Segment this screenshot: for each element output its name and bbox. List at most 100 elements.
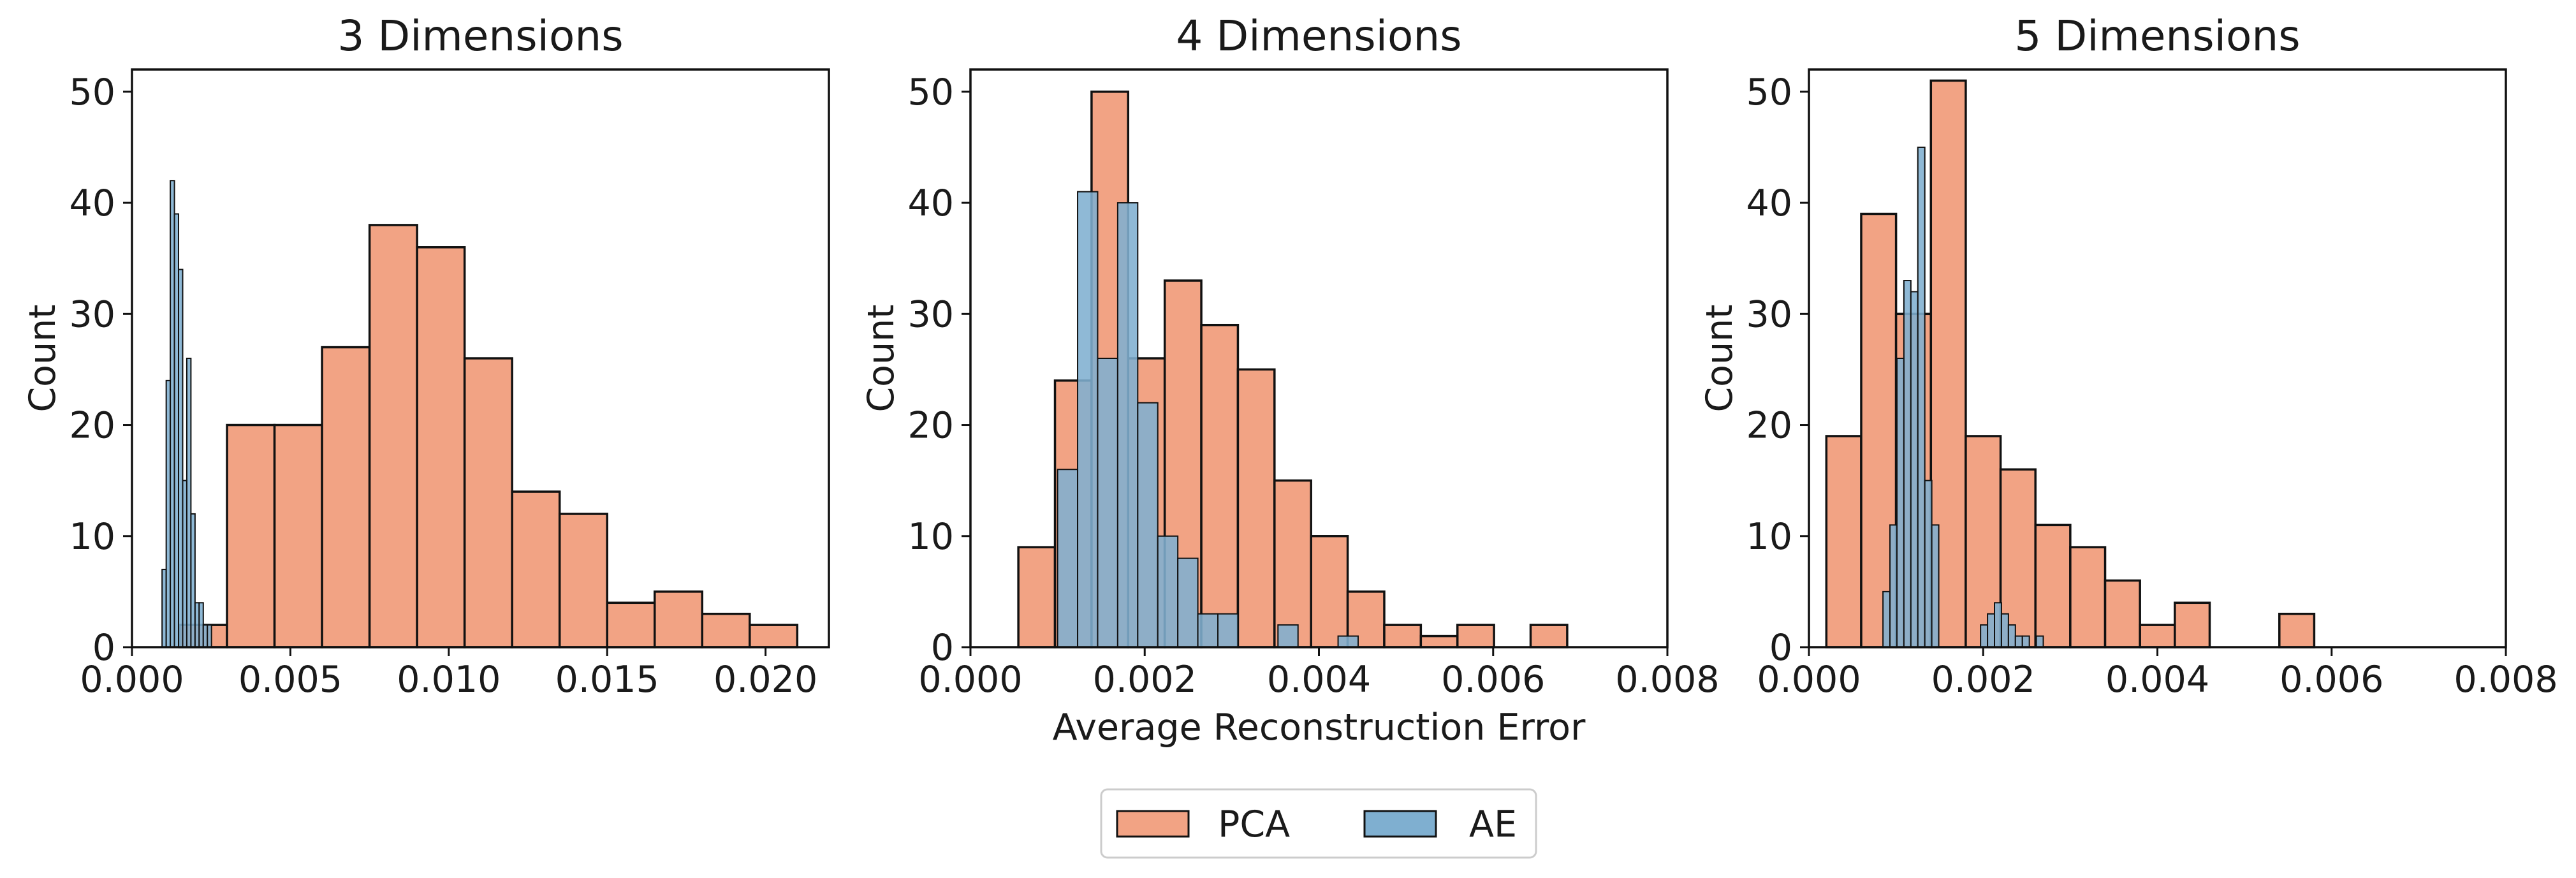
x-tick-label: 0.002 — [1931, 659, 2035, 701]
y-axis-label: Count — [860, 304, 902, 412]
y-tick-label: 10 — [907, 516, 954, 558]
legend-label-ae: AE — [1469, 803, 1517, 845]
panel-2: 0.000 0.002 0.004 0.006 0.008 0 10 20 30 40 50 4 Di… — [860, 11, 1720, 749]
bar-ae — [2021, 635, 2030, 648]
y-tick-label: 30 — [69, 293, 115, 335]
legend-swatch-ae — [1363, 810, 1437, 838]
bar-pca — [749, 624, 799, 648]
x-tick-label: 0.004 — [2105, 659, 2209, 701]
bar-pca — [273, 423, 323, 648]
y-tick-label: 40 — [69, 182, 115, 224]
bar-ae — [1994, 602, 2002, 648]
bar-pca — [2278, 612, 2316, 648]
bar-pca — [2104, 579, 2141, 648]
bar-ae — [1097, 358, 1118, 648]
bar-pca — [1419, 634, 1459, 648]
y-tick-label: 0 — [92, 627, 115, 669]
y-tick-label: 50 — [1746, 71, 1792, 113]
plot-frame — [131, 68, 830, 648]
x-tick-label: 0.004 — [1267, 659, 1371, 701]
x-tick-label: 0.020 — [714, 659, 817, 701]
bar-ae — [1277, 624, 1299, 648]
y-tick-label: 20 — [907, 405, 954, 447]
chart-title: 3 Dimensions — [337, 11, 623, 61]
bar-pca — [511, 490, 561, 648]
bar-ae — [2014, 635, 2023, 648]
bar-pca — [558, 513, 608, 648]
series-ae — [1882, 146, 2044, 648]
series-pca — [178, 224, 799, 648]
x-tick-label: 0.008 — [2454, 659, 2558, 701]
bar-pca — [463, 357, 513, 648]
bar-ae — [1337, 635, 1359, 648]
y-tick-label: 10 — [69, 516, 115, 558]
y-tick-label: 30 — [907, 293, 954, 335]
bar-ae — [1931, 524, 1940, 648]
chart-title: 5 Dimensions — [2014, 11, 2300, 61]
y-tick-label: 50 — [907, 71, 954, 113]
bar-ae — [1889, 524, 1898, 648]
bar-ae — [1980, 624, 1989, 648]
x-tick-label: 0.000 — [80, 659, 184, 701]
y-tick-label: 20 — [1746, 405, 1792, 447]
bar-ae — [1157, 535, 1179, 648]
y-tick-label: 0 — [1769, 627, 1792, 669]
bar-pca — [1273, 479, 1312, 648]
bar-pca — [368, 224, 418, 648]
legend-frame — [1100, 788, 1537, 859]
bar-pca — [701, 612, 751, 648]
x-tick-label: 0.006 — [1441, 659, 1545, 701]
y-tick-label: 40 — [907, 182, 954, 224]
bar-ae — [207, 624, 212, 648]
bar-ae — [1137, 402, 1159, 648]
bar-pca — [416, 246, 466, 648]
series-ae — [161, 180, 212, 648]
bar-ae — [1197, 613, 1219, 648]
bar-ae — [1116, 202, 1139, 648]
y-tick-label: 50 — [69, 71, 115, 113]
bar-pca — [2034, 523, 2072, 648]
x-tick-label: 0.000 — [1757, 659, 1861, 701]
y-tick-label: 30 — [1746, 293, 1792, 335]
y-tick-label: 0 — [931, 627, 954, 669]
panel-1: 0.000 0.005 0.010 0.015 0.020 0 10 20 30 40 50 3 Di… — [22, 11, 830, 701]
chart-title: 4 Dimensions — [1176, 11, 1461, 61]
bar-ae — [1057, 469, 1079, 648]
bar-ae — [1896, 358, 1905, 648]
bar-pca — [321, 346, 371, 648]
bar-pca — [2139, 624, 2176, 648]
x-tick-label: 0.002 — [1093, 659, 1197, 701]
legend-label-pca: PCA — [1218, 803, 1290, 845]
y-axis-label: Count — [22, 304, 64, 412]
bar-pca — [1017, 546, 1057, 648]
legend-swatch-pca — [1116, 810, 1190, 838]
legend: PCA AE — [1100, 788, 1537, 859]
bar-ae — [2035, 635, 2044, 648]
x-tick-label: 0.005 — [238, 659, 342, 701]
x-tick-label: 0.015 — [555, 659, 659, 701]
y-tick-label: 40 — [1746, 182, 1792, 224]
bar-pca — [606, 601, 656, 648]
bar-ae — [1882, 590, 1891, 648]
y-tick-label: 10 — [1746, 516, 1792, 558]
x-tick-label: 0.000 — [918, 659, 1022, 701]
x-tick-label: 0.010 — [397, 659, 501, 701]
panels: 0.000 0.005 0.010 0.015 0.020 0 10 20 30 40 50 3 Di… — [22, 11, 2558, 749]
panel-3: 0.000 0.002 0.004 0.006 0.008 0 10 20 30 40 50 5 Di… — [1699, 11, 2558, 701]
bar-ae — [1924, 479, 1933, 648]
y-tick-label: 20 — [69, 405, 115, 447]
x-tick-label: 0.006 — [2280, 659, 2383, 701]
bar-ae — [1077, 191, 1099, 648]
x-tick-label: 0.008 — [1615, 659, 1719, 701]
x-axis-label: Average Reconstruction Error — [1053, 706, 1586, 749]
y-axis-label: Count — [1699, 304, 1741, 412]
bar-pca — [1825, 435, 1862, 648]
bar-ae — [2000, 613, 2009, 648]
bar-pca — [1383, 624, 1423, 648]
bar-pca — [2174, 601, 2211, 648]
bar-ae — [1217, 613, 1239, 648]
bar-pca — [1310, 535, 1349, 648]
bar-pca — [654, 590, 704, 648]
bar-ae — [1910, 291, 1919, 648]
